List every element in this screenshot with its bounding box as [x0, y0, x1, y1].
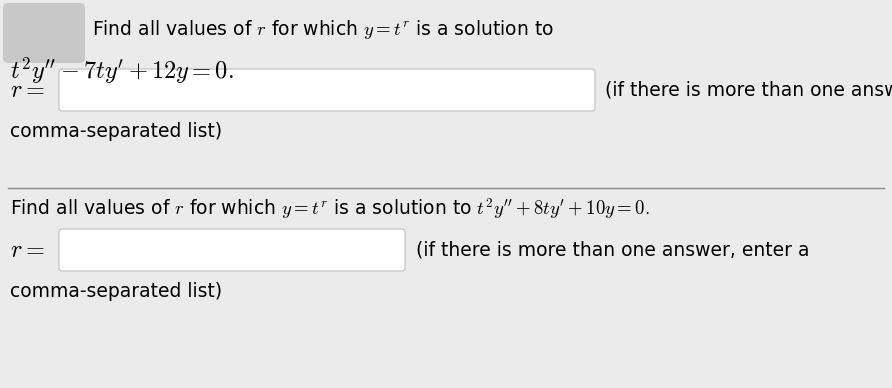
Text: (if there is more than one answer, enter a: (if there is more than one answer, enter…	[416, 241, 810, 260]
Text: $r =$: $r =$	[10, 238, 45, 262]
Text: comma-separated list): comma-separated list)	[10, 122, 222, 141]
FancyBboxPatch shape	[3, 3, 85, 63]
Text: $r =$: $r =$	[10, 78, 45, 102]
Text: $t^2y'' - 7ty' + 12y = 0.$: $t^2y'' - 7ty' + 12y = 0.$	[10, 56, 234, 87]
FancyBboxPatch shape	[59, 69, 595, 111]
Text: (if there is more than one answer, enter a: (if there is more than one answer, enter…	[605, 80, 892, 99]
FancyBboxPatch shape	[59, 229, 405, 271]
Text: comma-separated list): comma-separated list)	[10, 282, 222, 301]
Text: Find all values of $r$ for which $y = t^r$ is a solution to: Find all values of $r$ for which $y = t^…	[92, 18, 554, 41]
Text: Find all values of $r$ for which $y = t^r$ is a solution to $t^2y'' + 8ty' + 10y: Find all values of $r$ for which $y = t^…	[10, 196, 649, 221]
